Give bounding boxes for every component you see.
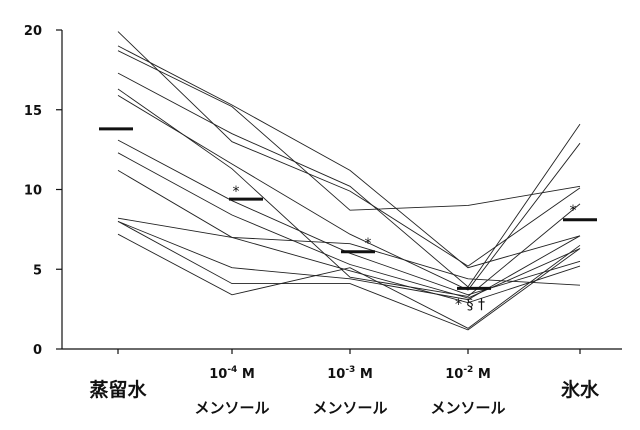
mean-bars [99, 127, 597, 290]
series-line [117, 220, 581, 301]
category-name: メンソール [430, 399, 505, 417]
series-line [117, 139, 581, 296]
category-concentration: 10-2 M [445, 365, 491, 382]
series-line [117, 50, 581, 211]
category-name: メンソール [312, 399, 387, 417]
x-axis [62, 348, 622, 354]
significance-marker: * [365, 236, 372, 252]
series-line [117, 221, 581, 331]
series-line [117, 31, 581, 267]
series-line [117, 45, 581, 269]
y-tick-label: 20 [24, 24, 42, 39]
category-label: 蒸留水 [89, 378, 147, 401]
significance-marker: * [570, 203, 577, 219]
y-tick-label: 15 [24, 104, 42, 119]
y-tick-label: 0 [33, 343, 42, 358]
category-name: メンソール [194, 399, 269, 417]
series-line [117, 170, 581, 304]
y-axis: 0 5 10 15 20 [24, 24, 63, 358]
series-line [117, 72, 581, 288]
series-line [117, 217, 581, 286]
series-line [117, 88, 581, 297]
category-concentration: 10-4 M [209, 365, 255, 382]
series-line [117, 233, 581, 329]
x-category-labels: 蒸留水 10-4 M メンソール 10-3 M メンソール 10-2 M メンソール 氷水 [89, 365, 600, 417]
series-lines [117, 31, 581, 331]
significance-marker: * [233, 184, 240, 200]
category-label: 氷水 [561, 379, 600, 401]
significance-marker: * § † [455, 297, 485, 313]
series-line [117, 152, 581, 299]
category-concentration: 10-3 M [327, 365, 373, 382]
y-tick-label: 5 [33, 263, 42, 278]
series-line [117, 95, 581, 291]
significance-annotations: * * * § † * [233, 184, 577, 313]
y-tick-label: 10 [24, 184, 42, 199]
